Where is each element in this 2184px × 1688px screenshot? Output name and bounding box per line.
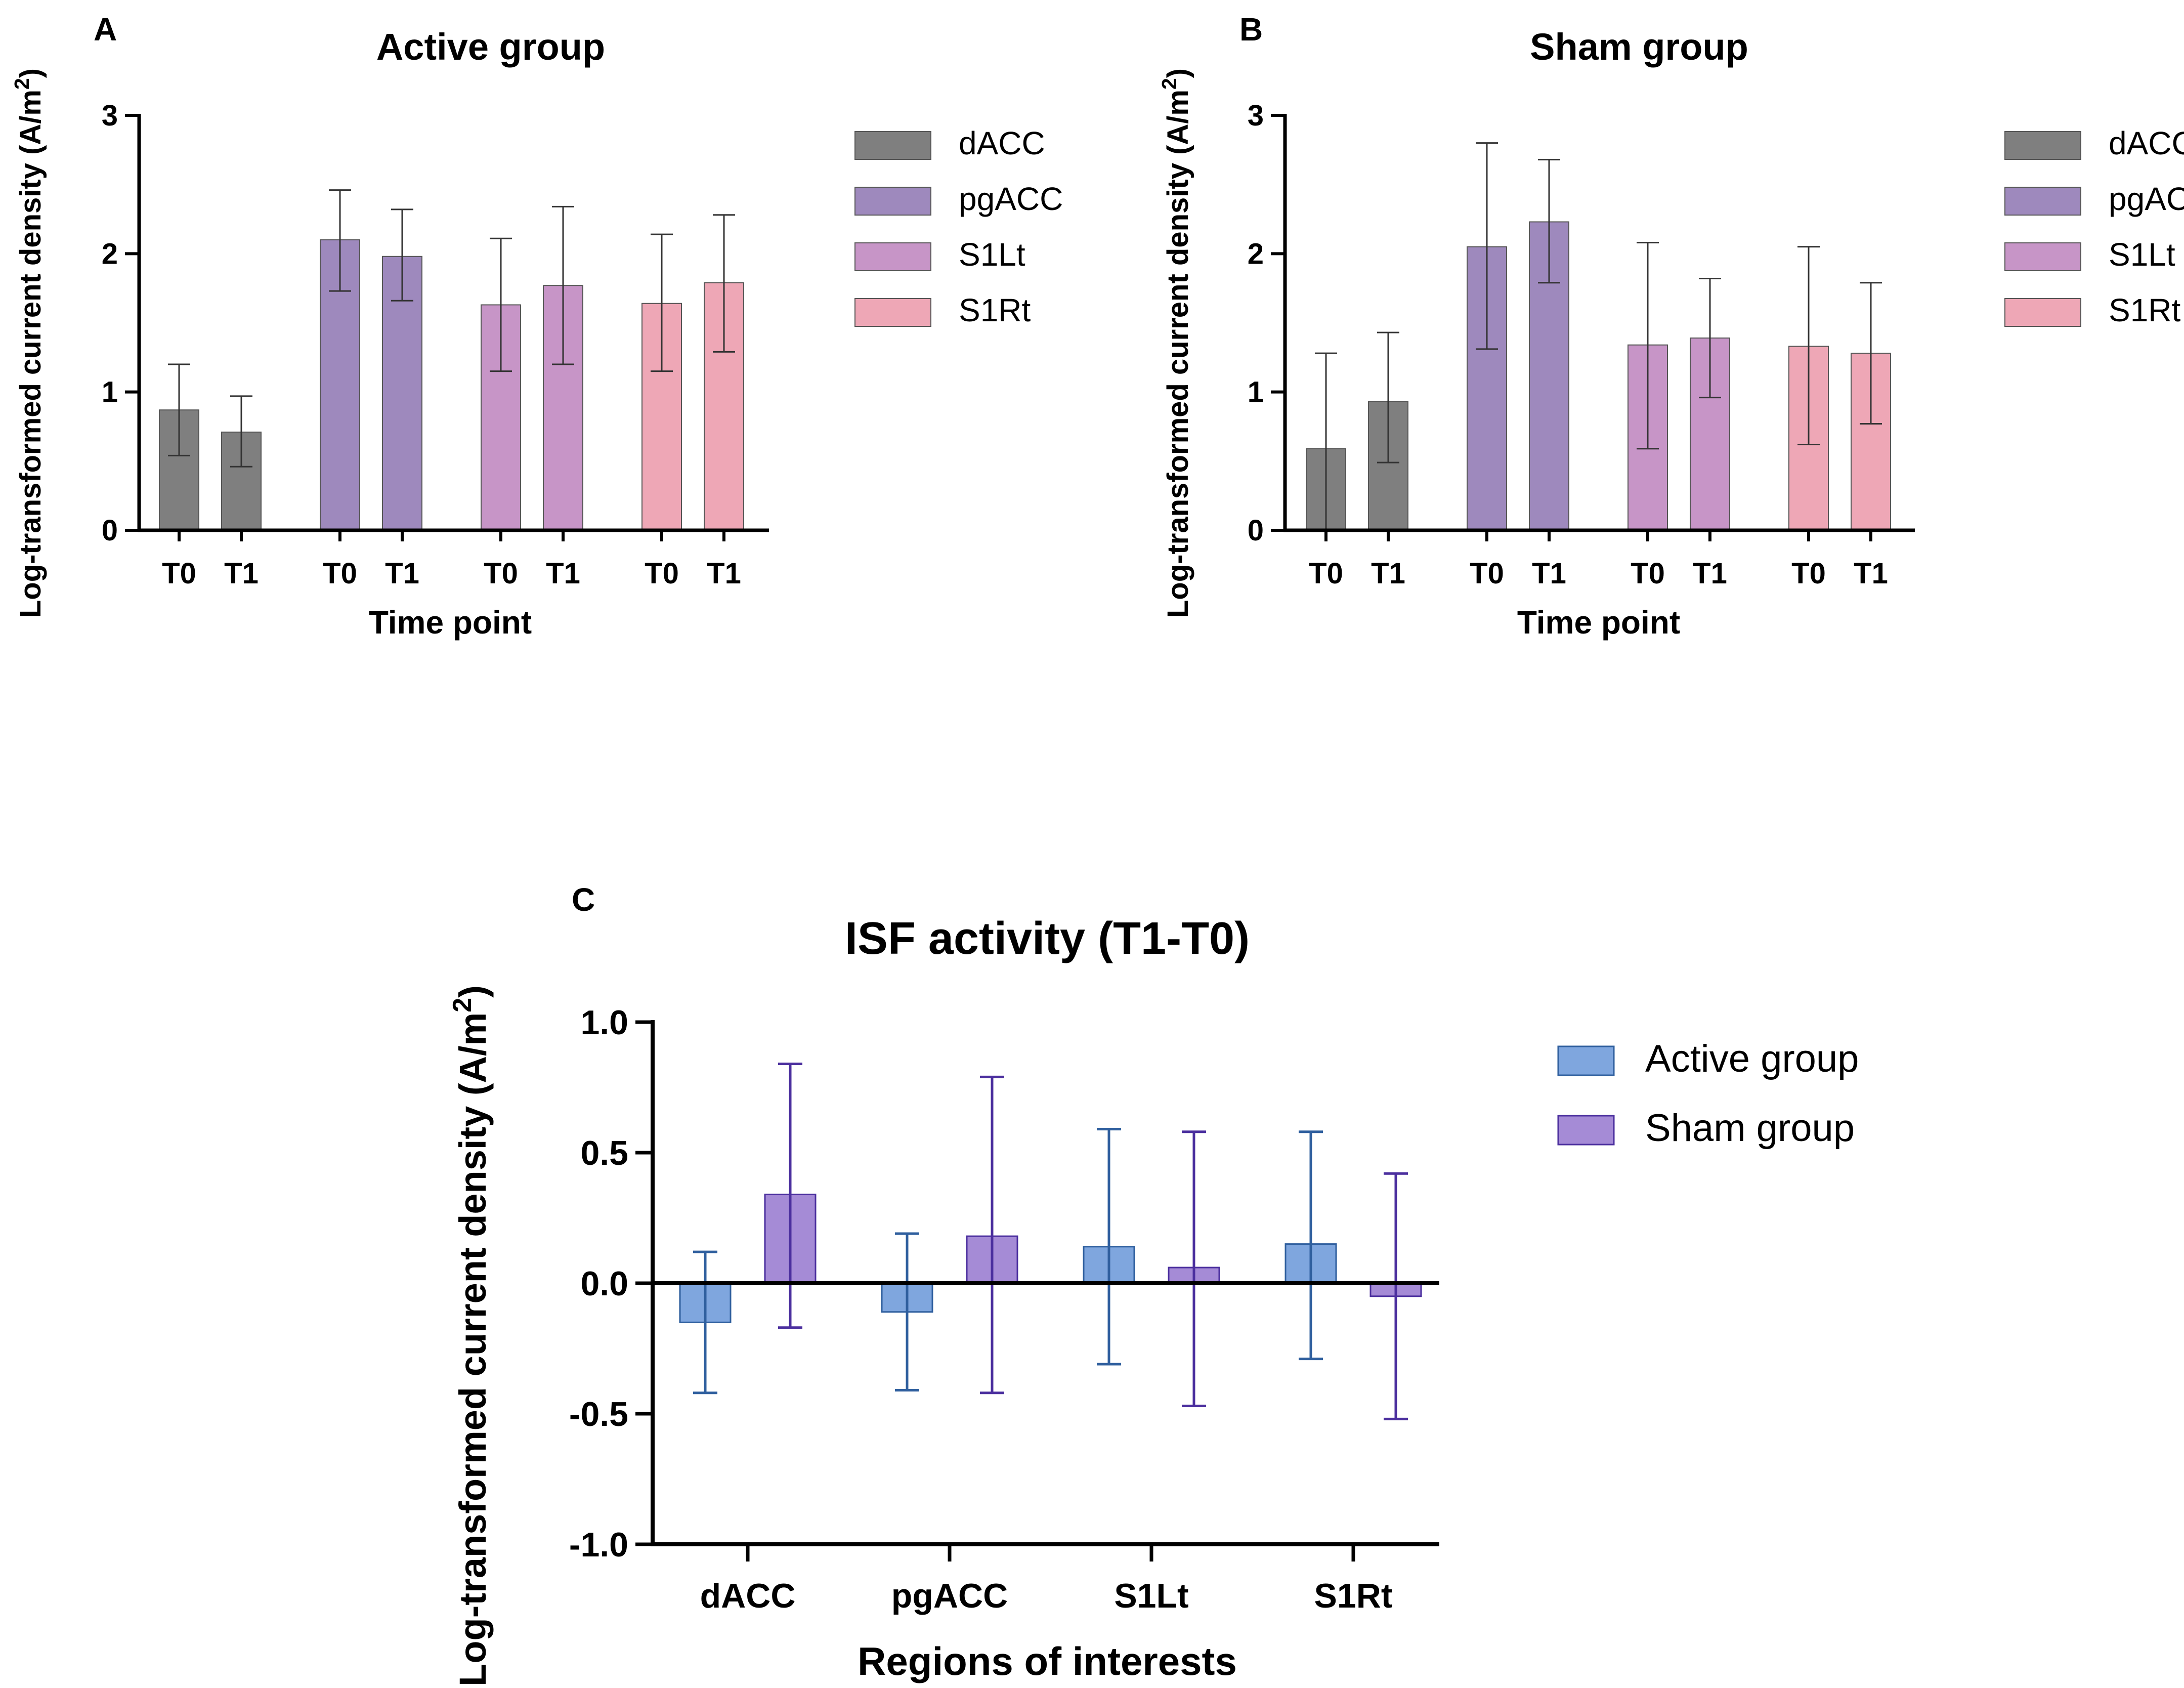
chart-title: ISF activity (T1-T0) <box>845 913 1250 964</box>
legend-label-pgACC: pgACC <box>959 181 1063 217</box>
panel-c: C ISF activity (T1-T0) Log-transformed cur… <box>448 881 1859 1686</box>
y-tick-label: 3 <box>102 99 118 132</box>
x-tick-label: T1 <box>1693 557 1727 590</box>
panel-label: B <box>1239 11 1263 48</box>
panel-label: A <box>94 11 117 48</box>
y-tick-label: 1 <box>102 376 118 409</box>
x-tick-label: T0 <box>1631 557 1665 590</box>
y-tick-label: 0.0 <box>580 1264 628 1303</box>
x-tick-label: T0 <box>162 557 196 590</box>
x-tick-label: T0 <box>484 557 518 590</box>
x-tick-label: T0 <box>1470 557 1504 590</box>
y-tick-label: 3 <box>1248 99 1264 132</box>
y-axis-label: Log-transformed current density (A/m2) <box>10 68 47 618</box>
x-tick-label: T1 <box>224 557 259 590</box>
y-tick-label: 0.5 <box>580 1134 628 1172</box>
x-tick-label: T1 <box>385 557 419 590</box>
chart-title: Active group <box>376 26 605 68</box>
y-tick-label: -0.5 <box>569 1395 628 1433</box>
chart-title: Sham group <box>1530 26 1748 68</box>
legend-swatch-pgACC <box>2004 187 2081 216</box>
x-tick-label: T1 <box>546 557 580 590</box>
x-tick-label: T1 <box>707 557 741 590</box>
x-tick-label: T1 <box>1532 557 1566 590</box>
legend-label-S1Rt: S1Rt <box>2109 292 2181 328</box>
x-tick-label: dACC <box>700 1577 796 1615</box>
x-tick-label: T0 <box>1309 557 1343 590</box>
x-axis-label: Regions of interests <box>858 1639 1237 1683</box>
y-tick-label: 0 <box>1248 514 1264 547</box>
legend-swatch-Active-group <box>1557 1045 1615 1076</box>
legend-swatch-S1Rt <box>854 298 931 327</box>
legend-label-pgACC: pgACC <box>2109 181 2184 217</box>
x-tick-label: T0 <box>645 557 679 590</box>
y-tick-label: -1.0 <box>569 1526 628 1564</box>
y-tick-label: 2 <box>1248 237 1264 270</box>
legend-label-Active-group: Active group <box>1645 1037 1859 1080</box>
x-tick-label: T0 <box>323 557 357 590</box>
legend-swatch-dACC <box>2004 131 2081 160</box>
y-axis-label: Log-transformed current density (A/m2) <box>1158 68 1194 618</box>
y-tick-label: 2 <box>102 237 118 270</box>
legend-label-S1Lt: S1Lt <box>2109 236 2175 273</box>
x-tick-label: S1Rt <box>1314 1577 1393 1615</box>
y-tick-label: 1.0 <box>580 1003 628 1042</box>
y-tick-label: 1 <box>1248 376 1264 409</box>
y-axis-label: Log-transformed current density (A/m2) <box>448 985 494 1686</box>
x-tick-label: T1 <box>1371 557 1405 590</box>
x-tick-label: S1Lt <box>1114 1577 1188 1615</box>
legend-swatch-S1Lt <box>854 242 931 271</box>
x-axis-label: Time point <box>1517 604 1680 641</box>
legend-swatch-dACC <box>854 131 931 160</box>
legend-label-dACC: dACC <box>2109 125 2184 161</box>
legend-swatch-S1Rt <box>2004 298 2081 327</box>
x-axis-label: Time point <box>369 604 532 641</box>
x-tick-label: T0 <box>1791 557 1826 590</box>
panel-b: B Sham group Log-transformed current densi… <box>1158 11 2184 641</box>
panel-a: A Active group Log-transformed current den… <box>10 11 1063 641</box>
legend-label-S1Lt: S1Lt <box>959 236 1025 273</box>
x-tick-label: pgACC <box>891 1577 1008 1615</box>
panel-label: C <box>572 881 595 918</box>
y-tick-label: 0 <box>102 514 118 547</box>
legend-swatch-Sham-group <box>1557 1115 1615 1146</box>
x-tick-label: T1 <box>1854 557 1888 590</box>
legend-label-dACC: dACC <box>959 125 1045 161</box>
legend-label-Sham-group: Sham group <box>1645 1107 1855 1150</box>
legend-swatch-pgACC <box>854 187 931 216</box>
legend-label-S1Rt: S1Rt <box>959 292 1031 328</box>
legend-swatch-S1Lt <box>2004 242 2081 271</box>
